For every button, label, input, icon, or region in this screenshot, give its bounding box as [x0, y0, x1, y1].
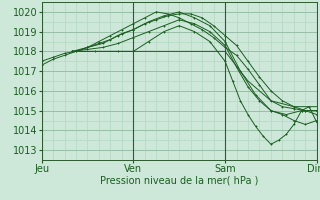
X-axis label: Pression niveau de la mer( hPa ): Pression niveau de la mer( hPa )	[100, 176, 258, 186]
